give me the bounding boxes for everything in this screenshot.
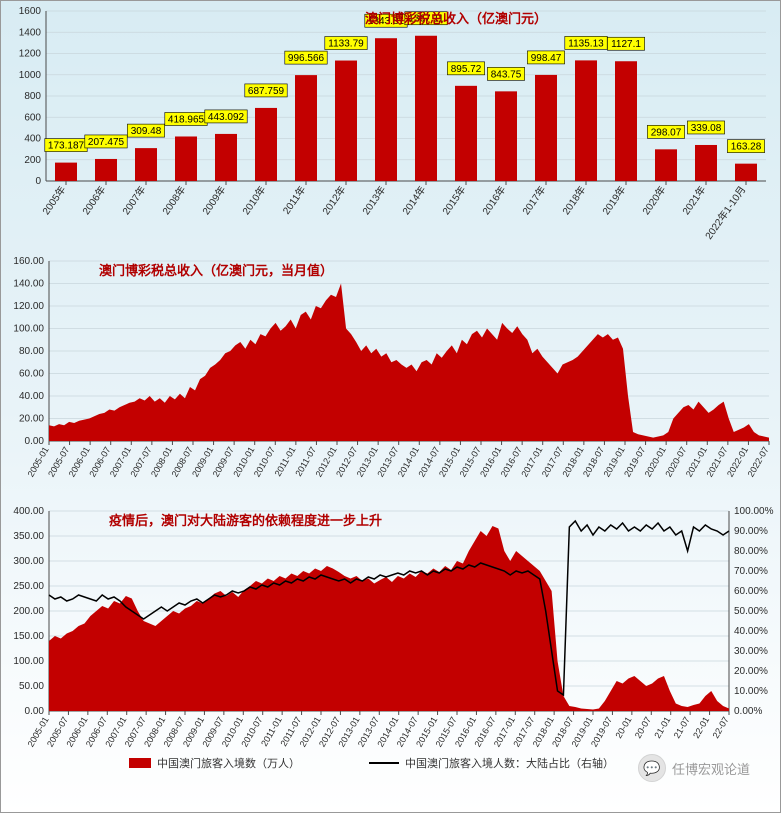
svg-text:800: 800 (24, 91, 41, 102)
svg-text:996.566: 996.566 (288, 53, 325, 64)
svg-text:309.48: 309.48 (131, 126, 162, 137)
panel-visitors-dual: 0.0050.00100.00150.00200.00250.00300.003… (1, 501, 780, 791)
svg-text:100.00: 100.00 (13, 324, 44, 335)
svg-text:140.00: 140.00 (13, 279, 44, 290)
svg-text:2019年: 2019年 (599, 183, 628, 217)
wechat-icon: 💬 (638, 754, 666, 782)
svg-text:1400: 1400 (19, 27, 42, 38)
svg-text:21-01: 21-01 (652, 715, 672, 740)
svg-text:2006年: 2006年 (79, 183, 108, 217)
svg-text:200.00: 200.00 (13, 606, 44, 617)
svg-text:163.28: 163.28 (731, 142, 762, 153)
svg-text:400: 400 (24, 134, 41, 145)
svg-text:50.00: 50.00 (19, 681, 44, 692)
svg-text:80.00: 80.00 (19, 346, 44, 357)
svg-text:200: 200 (24, 155, 41, 166)
panel-monthly-area: 0.0020.0040.0060.0080.00100.00120.00140.… (1, 251, 780, 501)
svg-text:2014年: 2014年 (399, 183, 428, 217)
svg-text:2013年: 2013年 (359, 183, 388, 217)
svg-text:160.00: 160.00 (13, 256, 44, 267)
svg-text:2011年: 2011年 (280, 183, 309, 216)
svg-text:1127.1: 1127.1 (611, 39, 641, 50)
svg-text:2017年: 2017年 (519, 183, 548, 217)
svg-text:100.00: 100.00 (13, 656, 44, 667)
svg-text:10.00%: 10.00% (734, 686, 768, 697)
svg-text:澳门博彩税总收入（亿澳门元）: 澳门博彩税总收入（亿澳门元） (365, 11, 547, 26)
svg-text:2008年: 2008年 (159, 183, 188, 217)
svg-text:687.759: 687.759 (248, 86, 285, 97)
svg-text:339.08: 339.08 (691, 123, 722, 134)
svg-text:21-07: 21-07 (672, 715, 692, 740)
watermark: 💬 任博宏观论道 (638, 754, 750, 782)
svg-text:250.00: 250.00 (13, 581, 44, 592)
svg-text:40.00: 40.00 (19, 391, 44, 402)
svg-text:443.092: 443.092 (208, 112, 245, 123)
svg-text:疫情后，澳门对大陆游客的依赖程度进一步上升: 疫情后，澳门对大陆游客的依赖程度进一步上升 (109, 513, 382, 528)
svg-text:60.00: 60.00 (19, 369, 44, 380)
svg-text:150.00: 150.00 (13, 631, 44, 642)
svg-text:350.00: 350.00 (13, 531, 44, 542)
svg-text:2016年: 2016年 (479, 183, 508, 217)
svg-text:1200: 1200 (19, 49, 42, 60)
svg-text:120.00: 120.00 (13, 301, 44, 312)
watermark-text: 任博宏观论道 (672, 759, 750, 778)
svg-text:1133.79: 1133.79 (328, 39, 364, 50)
svg-text:1135.13: 1135.13 (568, 38, 604, 49)
svg-text:895.72: 895.72 (451, 64, 482, 75)
svg-text:20.00%: 20.00% (734, 666, 768, 677)
svg-text:843.75: 843.75 (491, 69, 522, 80)
svg-text:60.00%: 60.00% (734, 586, 768, 597)
legend: 中国澳门旅客入境数（万人） 中国澳门旅客入境人数：大陆占比（右轴） (129, 756, 614, 770)
svg-text:418.965: 418.965 (168, 114, 205, 125)
svg-text:2015年: 2015年 (439, 183, 468, 217)
svg-text:2010年: 2010年 (239, 183, 268, 217)
svg-text:300.00: 300.00 (13, 556, 44, 567)
svg-text:0: 0 (35, 176, 41, 187)
svg-text:207.475: 207.475 (88, 137, 125, 148)
svg-text:1000: 1000 (19, 70, 42, 81)
svg-text:22-01: 22-01 (691, 715, 711, 740)
svg-text:2018年: 2018年 (559, 183, 588, 217)
svg-text:100.00%: 100.00% (734, 506, 774, 517)
svg-text:30.00%: 30.00% (734, 646, 768, 657)
svg-text:20-07: 20-07 (633, 715, 653, 740)
svg-text:2005年: 2005年 (39, 183, 68, 217)
svg-text:90.00%: 90.00% (734, 526, 768, 537)
svg-text:澳门博彩税总收入（亿澳门元，当月值）: 澳门博彩税总收入（亿澳门元，当月值） (99, 263, 333, 278)
panel-annual-bar: 0 200 400 600 800 1000 1200 1400 1600 173.187 2005… (1, 1, 780, 251)
svg-text:2021年: 2021年 (679, 183, 708, 217)
svg-text:173.187: 173.187 (48, 141, 85, 152)
svg-text:998.47: 998.47 (531, 53, 562, 64)
svg-text:中国澳门旅客入境人数：大陆占比（右轴）: 中国澳门旅客入境人数：大陆占比（右轴） (405, 756, 614, 770)
svg-text:600: 600 (24, 112, 41, 123)
svg-text:50.00%: 50.00% (734, 606, 768, 617)
svg-text:2007年: 2007年 (119, 183, 148, 217)
svg-text:2009年: 2009年 (199, 183, 228, 217)
svg-text:2022年1-10月: 2022年1-10月 (702, 183, 748, 241)
svg-text:298.07: 298.07 (651, 127, 682, 138)
svg-text:中国澳门旅客入境数（万人）: 中国澳门旅客入境数（万人） (157, 756, 300, 770)
svg-text:400.00: 400.00 (13, 506, 44, 517)
svg-text:22-07: 22-07 (711, 715, 731, 740)
svg-text:40.00%: 40.00% (734, 626, 768, 637)
svg-text:20.00: 20.00 (19, 414, 44, 425)
svg-text:2020年: 2020年 (639, 183, 668, 217)
svg-text:80.00%: 80.00% (734, 546, 768, 557)
svg-text:0.00%: 0.00% (734, 706, 762, 717)
svg-text:2012年: 2012年 (319, 183, 348, 217)
svg-text:1600: 1600 (19, 6, 42, 17)
svg-text:20-01: 20-01 (613, 715, 633, 740)
svg-text:70.00%: 70.00% (734, 566, 768, 577)
